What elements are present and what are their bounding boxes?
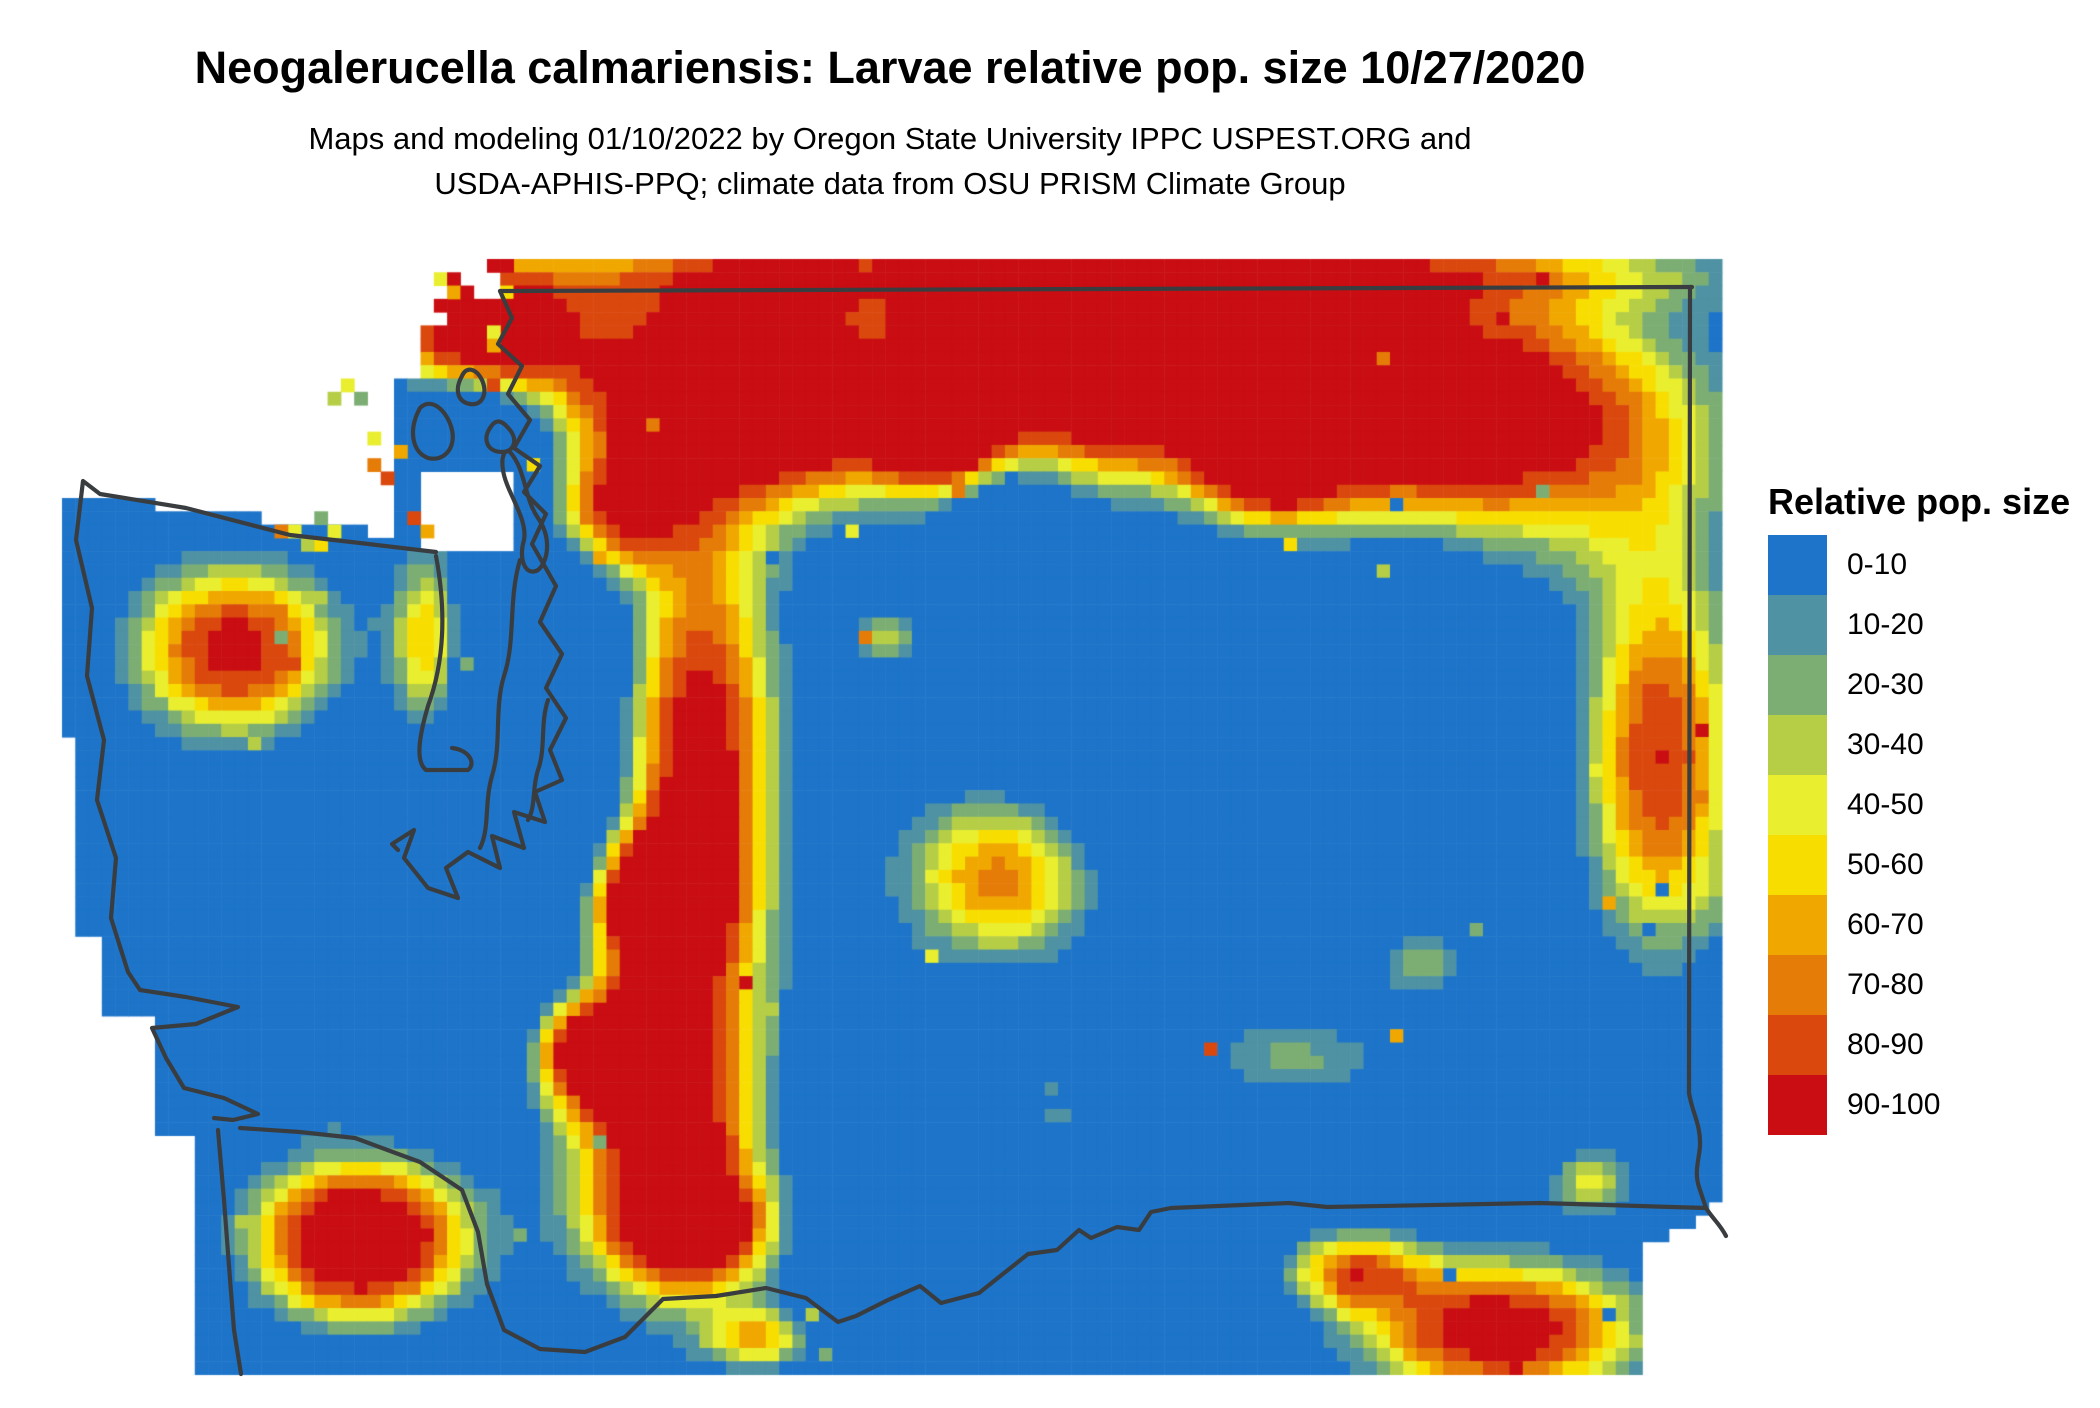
legend-label: 90-100 bbox=[1847, 1088, 1941, 1121]
legend-entry: 30-40 bbox=[1768, 715, 2068, 775]
legend-swatch bbox=[1768, 955, 1827, 1015]
legend-label: 50-60 bbox=[1847, 848, 1924, 881]
legend-entry: 40-50 bbox=[1768, 775, 2068, 835]
subtitle-line-2: USDA-APHIS-PPQ; climate data from OSU PR… bbox=[434, 166, 1346, 201]
legend-entry: 80-90 bbox=[1768, 1015, 2068, 1075]
legend-label: 40-50 bbox=[1847, 788, 1924, 821]
legend-label: 30-40 bbox=[1847, 728, 1924, 761]
legend-swatch bbox=[1768, 1075, 1827, 1135]
subtitle: Maps and modeling 01/10/2022 by Oregon S… bbox=[0, 116, 1780, 206]
legend-entry: 50-60 bbox=[1768, 835, 2068, 895]
legend-title: Relative pop. size bbox=[1768, 481, 2071, 522]
legend-swatch bbox=[1768, 1015, 1827, 1075]
legend-entry: 20-30 bbox=[1768, 655, 2068, 715]
legend-entry: 0-10 bbox=[1768, 535, 2068, 595]
legend-swatch bbox=[1768, 835, 1827, 895]
legend-swatch bbox=[1768, 775, 1827, 835]
legend-swatch bbox=[1768, 595, 1827, 655]
legend-label: 20-30 bbox=[1847, 668, 1924, 701]
subtitle-line-1: Maps and modeling 01/10/2022 by Oregon S… bbox=[308, 121, 1472, 156]
legend-entry: 70-80 bbox=[1768, 955, 2068, 1015]
legend-entries: 0-10 10-20 20-30 30-40 40-50 50-60 60-70 70-80 8… bbox=[1768, 535, 2068, 1135]
legend-entry: 60-70 bbox=[1768, 895, 2068, 955]
legend-label: 10-20 bbox=[1847, 608, 1924, 641]
page-title: Neogalerucella calmariensis: Larvae rela… bbox=[194, 42, 1586, 93]
legend-label: 60-70 bbox=[1847, 908, 1924, 941]
legend-label: 80-90 bbox=[1847, 1028, 1924, 1061]
legend-label: 70-80 bbox=[1847, 968, 1924, 1001]
legend-swatch bbox=[1768, 895, 1827, 955]
legend-label: 0-10 bbox=[1847, 548, 1908, 581]
legend-swatch bbox=[1768, 655, 1827, 715]
legend-swatch bbox=[1768, 715, 1827, 775]
legend-entry: 90-100 bbox=[1768, 1075, 2068, 1135]
legend-entry: 10-20 bbox=[1768, 595, 2068, 655]
legend-swatch bbox=[1768, 535, 1827, 595]
